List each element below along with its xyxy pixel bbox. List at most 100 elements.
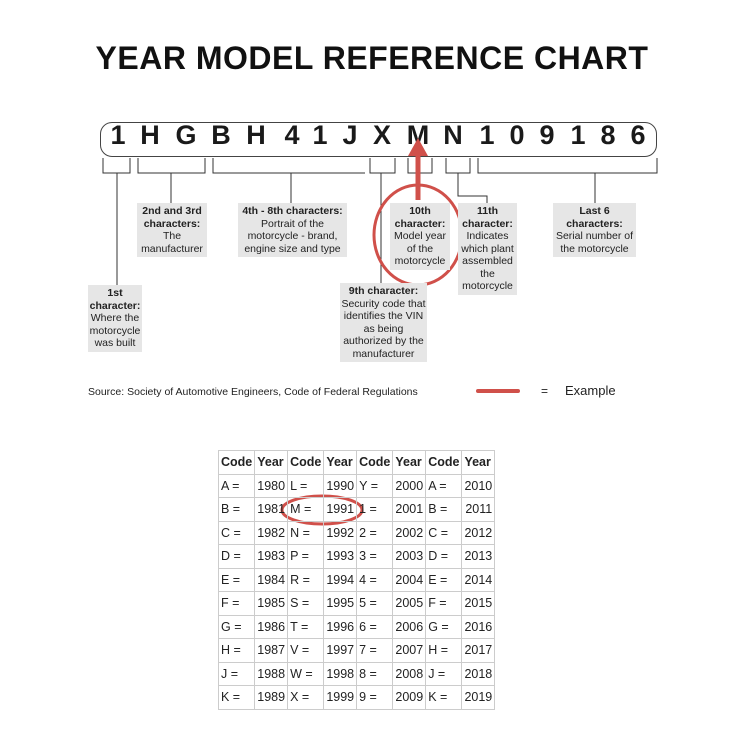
- code-cell: X =: [287, 685, 325, 710]
- year-cell: 2000: [392, 473, 427, 498]
- code-cell: S =: [287, 591, 325, 616]
- note-second: 2nd and 3rd characters: The manufacturer: [137, 203, 207, 257]
- year-cell: 1991: [323, 497, 358, 522]
- year-cell: 1996: [323, 614, 358, 639]
- year-cell: 2005: [392, 591, 427, 616]
- code-cell: A =: [217, 473, 256, 498]
- vin-char: 9: [539, 120, 555, 150]
- vin-box: [100, 122, 657, 157]
- year-cell: 2007: [392, 638, 427, 663]
- year-cell: 1986: [254, 614, 289, 639]
- note-last: Last 6 characters: Serial number of the m…: [553, 203, 636, 257]
- note-eleventh: 11th character: Indicates which plant ass…: [458, 203, 517, 295]
- code-cell: C =: [425, 520, 463, 545]
- year-cell: 2006: [392, 614, 427, 639]
- bracket-first: [102, 158, 131, 285]
- note-ninth: 9th character: Security code that identif…: [340, 283, 427, 362]
- code-cell: Y =: [356, 473, 394, 498]
- vin-char: 1: [570, 120, 586, 150]
- code-cell: 5 =: [356, 591, 394, 616]
- year-cell: 2004: [392, 567, 427, 592]
- code-cell: W =: [287, 661, 325, 686]
- year-code-table: Code Year Code Year Code Year Code Year A = 1980…: [217, 450, 496, 710]
- year-cell: 1994: [323, 567, 358, 592]
- source-text: Source: Society of Automotive Engineers,…: [88, 386, 418, 398]
- vin-char: 1: [110, 120, 126, 150]
- code-cell: V =: [287, 638, 325, 663]
- year-cell: 1987: [254, 638, 289, 663]
- code-cell: G =: [425, 614, 463, 639]
- code-cell: B =: [217, 497, 256, 522]
- year-cell: 2012: [461, 520, 496, 545]
- column-header: Year: [254, 450, 289, 475]
- code-cell: E =: [217, 567, 256, 592]
- code-cell: F =: [217, 591, 256, 616]
- year-cell: 1989: [254, 685, 289, 710]
- vin-char: M: [406, 120, 430, 150]
- code-cell: 8 =: [356, 661, 394, 686]
- code-cell: G =: [217, 614, 256, 639]
- column-header: Code: [356, 450, 394, 475]
- code-cell: J =: [217, 661, 256, 686]
- year-cell: 1982: [254, 520, 289, 545]
- column-header: Year: [461, 450, 496, 475]
- table-row: H = 1987 V = 1997 7 = 2007 H = 2017: [217, 638, 496, 663]
- year-cell: 1998: [323, 661, 358, 686]
- year-cell: 2009: [392, 685, 427, 710]
- year-cell: 2018: [461, 661, 496, 686]
- column-header: Year: [323, 450, 358, 475]
- page-title: YEAR MODEL REFERENCE CHART: [95, 40, 649, 76]
- code-cell: F =: [425, 591, 463, 616]
- vin-char: B: [211, 120, 231, 150]
- table-row: G = 1986 T = 1996 6 = 2006 G = 2016: [217, 614, 496, 639]
- column-header: Year: [392, 450, 427, 475]
- year-cell: 2010: [461, 473, 496, 498]
- table-row: A = 1980 L = 1990 Y = 2000 A = 2010: [217, 473, 496, 498]
- year-cell: 1995: [323, 591, 358, 616]
- code-cell: E =: [425, 567, 463, 592]
- year-cell: 2014: [461, 567, 496, 592]
- vin-char: X: [372, 120, 391, 150]
- year-cell: 1984: [254, 567, 289, 592]
- vin-char: H: [140, 120, 160, 150]
- vin-char: 8: [600, 120, 616, 150]
- year-cell: 2019: [461, 685, 496, 710]
- code-cell: T =: [287, 614, 325, 639]
- table-row: F = 1985 S = 1995 5 = 2005 F = 2015: [217, 591, 496, 616]
- code-cell: 1 =: [356, 497, 394, 522]
- year-cell: 1980: [254, 473, 289, 498]
- year-cell: 1992: [323, 520, 358, 545]
- bracket-eleventh: [445, 158, 488, 203]
- vin-char: 4: [284, 120, 300, 150]
- column-header: Code: [425, 450, 463, 475]
- code-cell: 9 =: [356, 685, 394, 710]
- year-cell: 2008: [392, 661, 427, 686]
- table-row: E = 1984 R = 1994 4 = 2004 E = 2014: [217, 567, 496, 592]
- year-cell: 2003: [392, 544, 427, 569]
- legend-label: Example: [565, 383, 616, 398]
- year-cell: 1985: [254, 591, 289, 616]
- bracket-second: [137, 158, 206, 203]
- column-header: Code: [217, 450, 256, 475]
- code-cell: P =: [287, 544, 325, 569]
- year-cell: 2016: [461, 614, 496, 639]
- vin-char: 1: [312, 120, 328, 150]
- code-cell: D =: [425, 544, 463, 569]
- year-cell: 1988: [254, 661, 289, 686]
- note-fourth: 4th - 8th characters: Portrait of the mot…: [238, 203, 347, 257]
- code-cell: 4 =: [356, 567, 394, 592]
- bracket-last: [477, 158, 658, 203]
- table-row: K = 1989 X = 1999 9 = 2009 K = 2019: [217, 685, 496, 710]
- year-cell: 1999: [323, 685, 358, 710]
- vin-char: 1: [479, 120, 495, 150]
- code-cell: 3 =: [356, 544, 394, 569]
- year-cell: 2011: [461, 497, 496, 522]
- note-tenth: 10th character: Model year of the motorcy…: [390, 203, 450, 270]
- column-header: Code: [287, 450, 325, 475]
- legend-equals: =: [541, 384, 549, 398]
- bracket-fourth: [212, 158, 365, 203]
- year-cell: 2013: [461, 544, 496, 569]
- table-row: B = 1981 M = 1991 1 = 2001 B = 2011: [217, 497, 496, 522]
- code-cell: A =: [425, 473, 463, 498]
- vin-char: 0: [509, 120, 525, 150]
